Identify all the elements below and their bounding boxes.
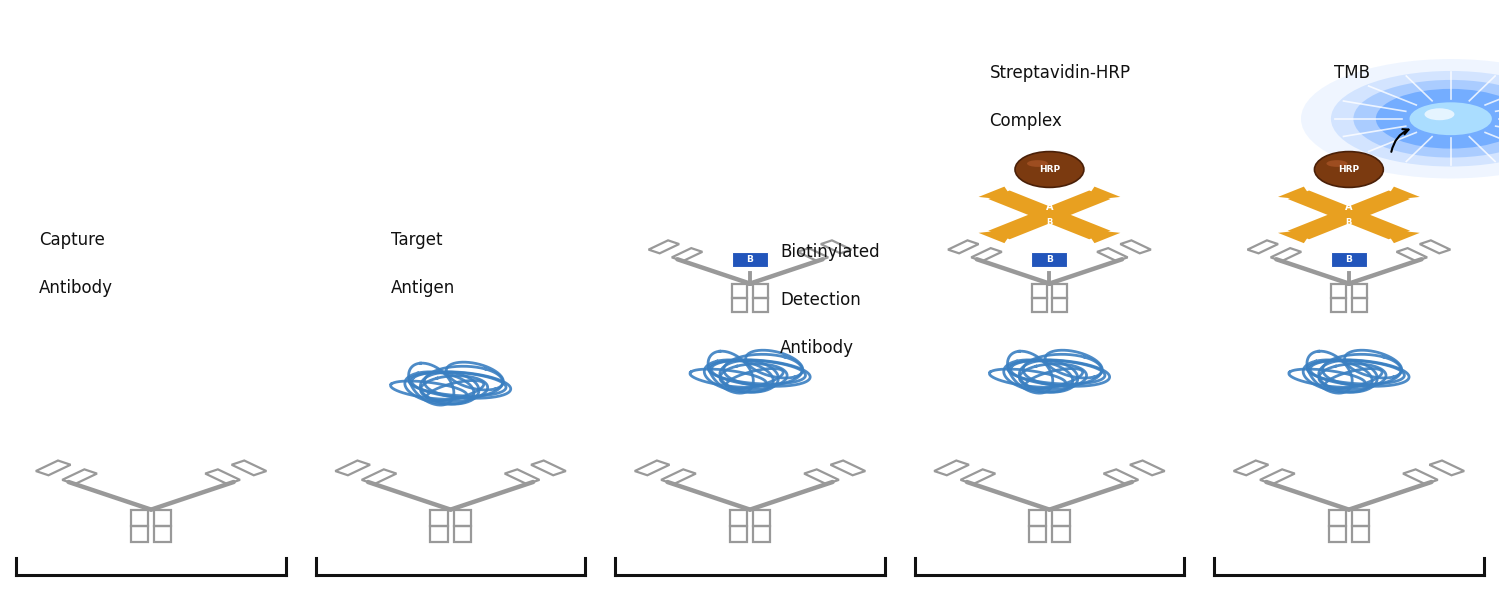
Circle shape [1330, 71, 1500, 167]
Bar [1330, 298, 1347, 312]
Text: B: B [747, 255, 753, 264]
Bar [1352, 298, 1366, 312]
Bar [504, 469, 540, 484]
Text: B: B [1046, 255, 1053, 264]
Bar [1419, 241, 1450, 253]
Text: Antigen: Antigen [390, 279, 454, 297]
Bar [130, 509, 148, 526]
Ellipse shape [1314, 152, 1383, 187]
Text: Antibody: Antibody [39, 279, 112, 297]
Bar [948, 241, 978, 253]
Text: Antibody: Antibody [780, 339, 853, 357]
Bar [36, 461, 70, 475]
Bar [231, 461, 267, 475]
Bar [662, 469, 696, 484]
Text: B: B [1346, 255, 1353, 264]
Ellipse shape [1016, 152, 1084, 187]
Bar [798, 248, 828, 261]
Ellipse shape [1028, 160, 1048, 167]
Bar [732, 298, 747, 312]
Text: HRP: HRP [1040, 165, 1060, 174]
Bar [1032, 284, 1047, 298]
Bar [1352, 509, 1370, 526]
Text: A: A [1346, 202, 1353, 212]
Bar [1052, 298, 1066, 312]
Bar [1096, 248, 1128, 261]
Bar [970, 248, 1002, 261]
Bar [1029, 509, 1047, 526]
Bar [1430, 461, 1464, 475]
Bar [62, 469, 98, 484]
Bar [1270, 248, 1300, 261]
Bar [531, 461, 566, 475]
Circle shape [1376, 89, 1500, 149]
Text: Complex: Complex [990, 112, 1062, 130]
Text: HRP: HRP [1338, 165, 1359, 174]
Bar [1402, 469, 1438, 484]
Bar [130, 526, 148, 542]
Bar [753, 526, 770, 542]
Circle shape [1410, 103, 1492, 135]
Bar [753, 284, 768, 298]
Text: Biotinylated: Biotinylated [780, 243, 879, 261]
Bar [988, 190, 1110, 239]
Bar [1130, 461, 1164, 475]
Bar [831, 461, 866, 475]
Bar [1053, 509, 1070, 526]
Ellipse shape [1326, 160, 1347, 167]
Bar [154, 509, 171, 526]
Bar [730, 509, 747, 526]
Bar [430, 509, 447, 526]
Bar [453, 509, 471, 526]
Bar [1352, 526, 1370, 542]
Bar [1396, 248, 1426, 261]
Bar [336, 461, 370, 475]
Text: Detection: Detection [780, 291, 861, 309]
Bar [1287, 190, 1410, 239]
Bar [1104, 469, 1138, 484]
Text: B: B [1346, 218, 1352, 227]
Bar [206, 469, 240, 484]
Bar [821, 241, 852, 253]
Text: A: A [1046, 202, 1053, 212]
Bar [1260, 469, 1294, 484]
Circle shape [1353, 80, 1500, 158]
Bar [804, 469, 838, 484]
Bar [1120, 241, 1150, 253]
Bar [453, 526, 471, 542]
Text: Streptavidin-HRP: Streptavidin-HRP [990, 64, 1131, 82]
Bar [1330, 284, 1347, 298]
Bar [362, 469, 396, 484]
Text: Capture: Capture [39, 231, 105, 249]
Bar [1053, 526, 1070, 542]
Circle shape [1425, 108, 1455, 120]
Bar [634, 461, 669, 475]
Bar [1329, 526, 1346, 542]
Bar [753, 509, 770, 526]
Bar [672, 248, 702, 261]
Bar [1032, 298, 1047, 312]
Bar [730, 526, 747, 542]
Bar [1233, 461, 1269, 475]
Bar [934, 461, 969, 475]
Bar [648, 241, 680, 253]
Bar [1352, 284, 1366, 298]
Bar [1248, 241, 1278, 253]
Bar [1052, 284, 1066, 298]
Text: Target: Target [390, 231, 442, 249]
Bar [430, 526, 447, 542]
Bar [1329, 509, 1346, 526]
Text: B: B [1047, 218, 1053, 227]
Bar [988, 190, 1110, 239]
Bar [1029, 526, 1047, 542]
Bar [753, 298, 768, 312]
Bar [1287, 190, 1410, 239]
Circle shape [1300, 59, 1500, 178]
Text: TMB: TMB [1334, 64, 1370, 82]
Bar [154, 526, 171, 542]
Bar [960, 469, 996, 484]
Bar [732, 284, 747, 298]
